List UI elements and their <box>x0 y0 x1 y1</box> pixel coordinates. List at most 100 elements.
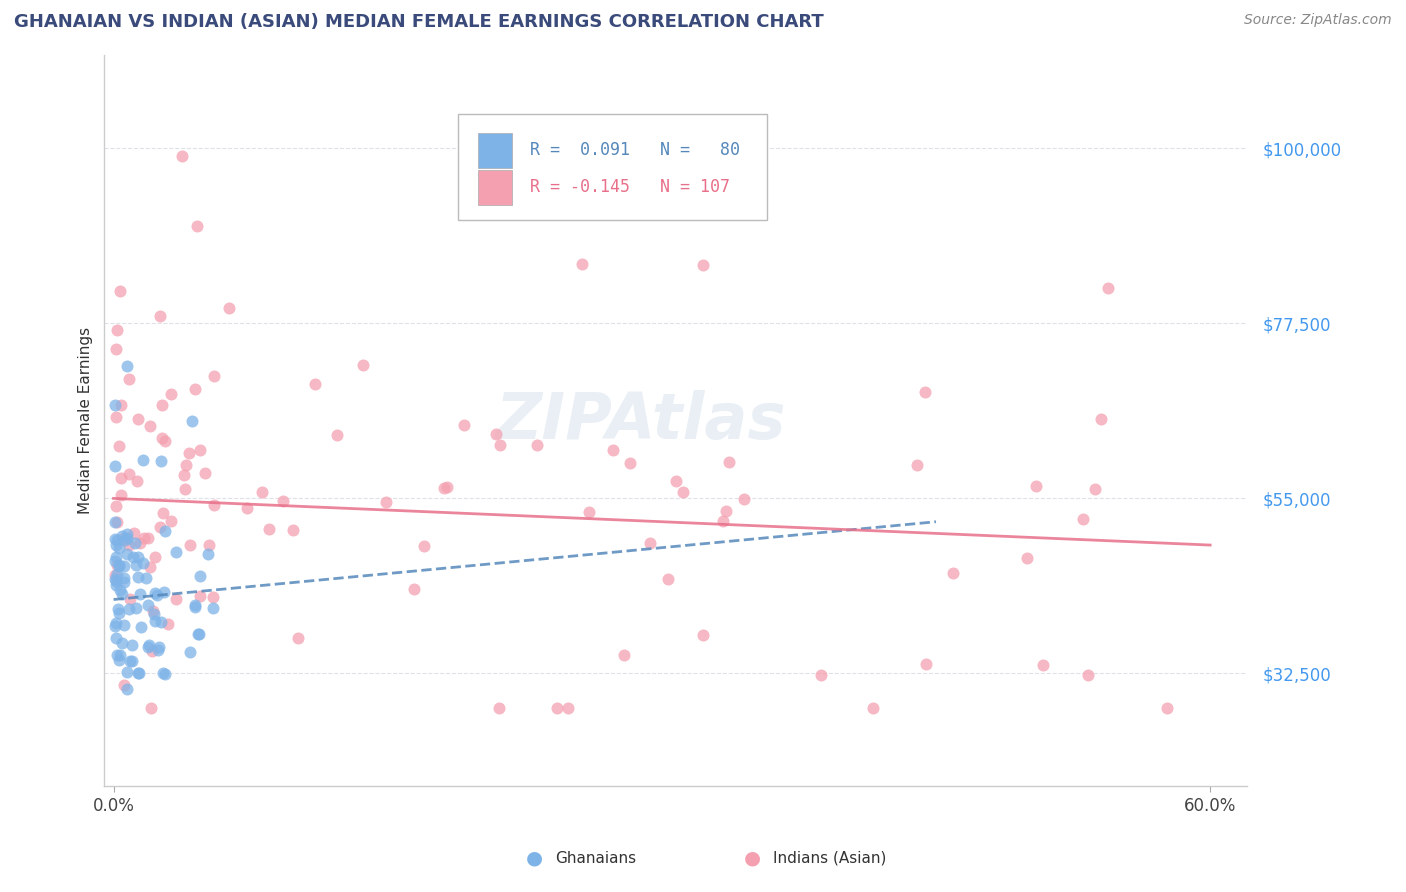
Point <box>638 536 661 550</box>
Point <box>120 654 142 668</box>
Point <box>112 571 135 585</box>
Point <box>235 501 257 516</box>
Point <box>125 558 148 573</box>
Point <box>665 474 688 488</box>
Point <box>136 598 159 612</box>
Point <box>104 458 127 473</box>
Point <box>114 533 136 548</box>
Point <box>714 504 737 518</box>
Point <box>108 284 131 298</box>
Point <box>107 541 129 555</box>
Text: ●: ● <box>526 848 543 868</box>
Point <box>115 547 138 561</box>
Point <box>165 544 187 558</box>
Point <box>118 602 141 616</box>
Point <box>433 481 456 495</box>
Point <box>810 668 832 682</box>
Point <box>118 592 141 607</box>
Point <box>160 386 183 401</box>
FancyBboxPatch shape <box>458 113 766 219</box>
Point <box>107 558 129 573</box>
Point <box>127 549 149 564</box>
Point <box>139 418 162 433</box>
Point <box>132 556 155 570</box>
Point <box>374 494 396 508</box>
Point <box>121 638 143 652</box>
Point <box>1015 550 1038 565</box>
Point <box>152 665 174 680</box>
Point <box>571 257 593 271</box>
Point <box>132 452 155 467</box>
Point <box>138 638 160 652</box>
Point <box>108 439 131 453</box>
Point <box>141 701 163 715</box>
Point <box>141 644 163 658</box>
Point <box>304 376 326 391</box>
Point <box>143 607 166 622</box>
Point <box>108 653 131 667</box>
Point <box>326 428 349 442</box>
Point <box>613 648 636 662</box>
Point <box>202 369 225 384</box>
Point <box>152 585 174 599</box>
Point <box>108 648 131 662</box>
Point <box>128 587 150 601</box>
Point <box>488 701 510 715</box>
Point <box>105 566 128 581</box>
Point <box>1071 512 1094 526</box>
FancyBboxPatch shape <box>478 169 512 205</box>
Point <box>150 453 173 467</box>
Point <box>111 636 134 650</box>
Point <box>115 681 138 696</box>
Point <box>177 446 200 460</box>
Point <box>115 665 138 679</box>
Point <box>198 538 221 552</box>
Point <box>111 529 134 543</box>
Point <box>152 506 174 520</box>
Point <box>105 323 128 337</box>
Point <box>1090 412 1112 426</box>
Point <box>111 587 134 601</box>
Point <box>165 591 187 606</box>
Point <box>281 524 304 538</box>
Point <box>142 604 165 618</box>
Point <box>905 458 928 472</box>
Point <box>127 569 149 583</box>
Point <box>150 399 173 413</box>
Text: Indians (Asian): Indians (Asian) <box>773 851 887 865</box>
Point <box>110 398 132 412</box>
Text: ZIPAtlas: ZIPAtlas <box>496 390 786 451</box>
Point <box>105 648 128 662</box>
Point <box>173 467 195 482</box>
Point <box>1025 479 1047 493</box>
Point <box>105 342 128 356</box>
Point <box>862 701 884 715</box>
Point <box>112 618 135 632</box>
Point <box>104 618 127 632</box>
Point <box>250 484 273 499</box>
Point <box>526 438 548 452</box>
Point <box>112 532 135 546</box>
Point <box>108 606 131 620</box>
Point <box>146 588 169 602</box>
Point <box>148 520 170 534</box>
Point <box>112 678 135 692</box>
FancyBboxPatch shape <box>478 134 512 169</box>
Point <box>124 601 146 615</box>
Point <box>105 631 128 645</box>
Point <box>485 427 508 442</box>
Point <box>201 601 224 615</box>
Point <box>138 560 160 574</box>
Point <box>117 359 139 374</box>
Point <box>131 620 153 634</box>
Point <box>153 434 176 448</box>
Point <box>718 455 741 469</box>
Point <box>711 514 734 528</box>
Point <box>176 458 198 472</box>
Point <box>557 701 579 715</box>
Point <box>132 531 155 545</box>
Point <box>173 483 195 497</box>
Point <box>197 547 219 561</box>
Point <box>143 614 166 628</box>
Point <box>105 538 128 552</box>
